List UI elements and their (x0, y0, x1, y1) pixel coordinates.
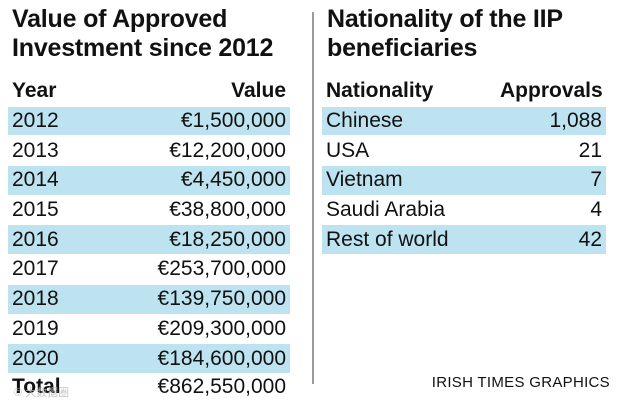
table-row: 2016 €18,250,000 (8, 224, 290, 255)
table-row: 2014 €4,450,000 (8, 165, 290, 196)
year-cell: 2017 (8, 254, 128, 285)
left-table-title: Value of Approved Investment since 2012 (12, 5, 274, 62)
nationality-table: Nationality Approvals Chinese 1,088 USA 21 V… (322, 77, 606, 255)
credit-line: IRISH TIMES GRAPHICS (431, 374, 610, 391)
table-row: 2020 €184,600,000 (8, 343, 290, 373)
table-row: 2012 €1,500,000 (8, 105, 290, 136)
table-row: 2013 €12,200,000 (8, 135, 290, 166)
table-row: Rest of world 42 (322, 224, 606, 255)
table-row: Chinese 1,088 (322, 105, 606, 136)
nationality-cell: Saudi Arabia (322, 194, 496, 225)
year-cell: 2015 (8, 194, 128, 225)
value-cell: €1,500,000 (128, 105, 290, 136)
approvals-cell: 21 (496, 135, 606, 166)
table-row: 2019 €209,300,000 (8, 313, 290, 344)
col-header-value: Value (231, 79, 286, 103)
nationality-cell: Rest of world (322, 224, 496, 255)
value-cell: €38,800,000 (128, 194, 290, 225)
right-table-title: Nationality of the IIP beneficiaries (327, 5, 563, 62)
nationality-cell: Chinese (322, 105, 496, 136)
approvals-cell: 7 (496, 165, 606, 196)
col-header-approvals: Approvals (500, 79, 603, 103)
approvals-cell: 42 (496, 224, 606, 255)
year-cell: 2018 (8, 283, 128, 314)
nationality-cell: Vietnam (322, 165, 496, 196)
table-row: 2018 €139,750,000 (8, 283, 290, 314)
watermark: © 大数据圈 (14, 387, 70, 399)
total-label: Total (12, 375, 61, 399)
value-cell: €18,250,000 (128, 224, 290, 255)
column-divider (312, 12, 314, 384)
table-row: 2017 €253,700,000 (8, 254, 290, 285)
value-cell: €139,750,000 (128, 283, 290, 314)
value-cell: €4,450,000 (128, 165, 290, 196)
approvals-cell: 4 (496, 194, 606, 225)
value-cell: €12,200,000 (128, 135, 290, 166)
approvals-cell: 1,088 (496, 105, 606, 136)
total-value: €862,550,000 (157, 375, 286, 399)
year-cell: 2013 (8, 135, 128, 166)
investment-value-table: Year Value 2012 €1,500,000 2013 €12,200,000… (8, 77, 290, 402)
total-row: Total €862,550,000 (8, 373, 290, 402)
year-cell: 2012 (8, 105, 128, 136)
col-header-nationality: Nationality (326, 79, 434, 103)
value-cell: €184,600,000 (128, 343, 290, 373)
value-cell: €253,700,000 (128, 254, 290, 285)
table-row: Saudi Arabia 4 (322, 194, 606, 225)
table-row: Vietnam 7 (322, 165, 606, 196)
value-cell: €209,300,000 (128, 313, 290, 344)
table-row: 2015 €38,800,000 (8, 194, 290, 225)
year-cell: 2016 (8, 224, 128, 255)
table-row: USA 21 (322, 135, 606, 166)
year-cell: 2014 (8, 165, 128, 196)
col-header-year: Year (12, 79, 57, 103)
year-cell: 2020 (8, 343, 128, 373)
nationality-cell: USA (322, 135, 496, 166)
year-cell: 2019 (8, 313, 128, 344)
